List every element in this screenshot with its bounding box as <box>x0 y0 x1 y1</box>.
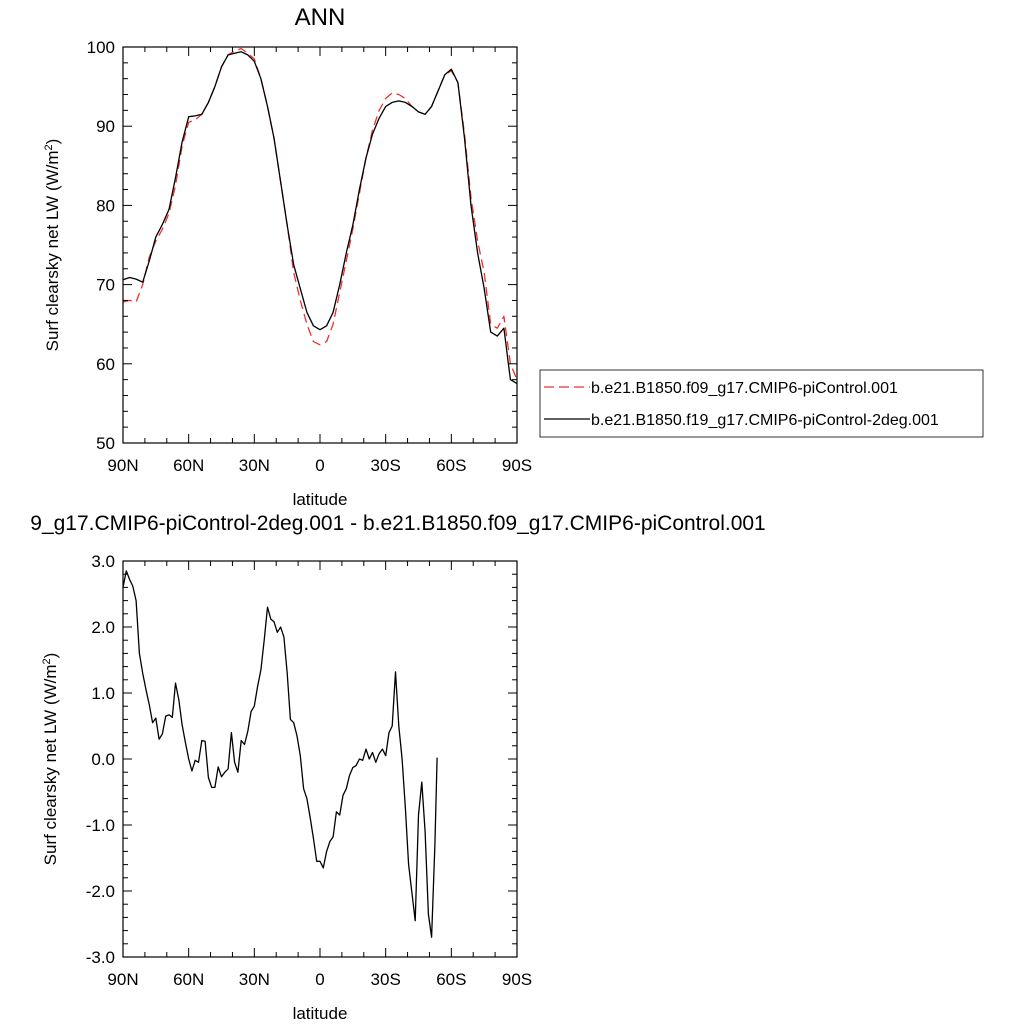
top-y-tick-label: 80 <box>96 196 115 215</box>
bottom-y-axis-label-sup: 2 <box>41 658 53 664</box>
top-x-tick-label: 60S <box>436 456 466 475</box>
top-x-tick-label: 0 <box>315 456 324 475</box>
top-y-axis-label-main: Surf clearsky net LW (W/m <box>43 150 62 351</box>
bottom-y-tick-label: 3.0 <box>91 552 115 571</box>
top-y-axis-label-sup: 2 <box>43 144 55 150</box>
bottom-plot-frame <box>122 560 518 958</box>
top-series-line-1 <box>122 51 518 385</box>
bottom-y-axis-label-close: ) <box>41 653 60 659</box>
top-x-tick-labels: 90N 60N 30N 0 30S 60S 90S <box>107 456 532 475</box>
top-panel: ANN 50 60 70 80 90 100 90N 60N 30N 0 30S 60S 90S la… <box>43 4 984 509</box>
top-y-tick-label: 100 <box>87 38 115 57</box>
top-y-axis-label-close: ) <box>43 139 62 145</box>
top-x-tick-label: 90S <box>502 456 532 475</box>
top-ticks-group <box>122 46 518 444</box>
bottom-y-axis-label-main: Surf clearsky net LW (W/m <box>41 664 60 865</box>
bottom-x-tick-label: 60N <box>173 970 204 989</box>
bottom-series-line-0 <box>122 570 438 938</box>
bottom-x-tick-label: 60S <box>436 970 466 989</box>
top-series-group <box>122 47 518 385</box>
legend-label-f09: b.e21.B1850.f09_g17.CMIP6-piControl.001 <box>591 380 898 397</box>
bottom-y-tick-label: -2.0 <box>86 882 115 901</box>
top-y-tick-labels: 50 60 70 80 90 100 <box>87 38 115 453</box>
bottom-title: 9_g17.CMIP6-piControl-2deg.001 - b.e21.B… <box>30 512 765 535</box>
bottom-x-tick-label: 30S <box>371 970 401 989</box>
bottom-y-tick-labels: -3.0 -2.0 -1.0 0.0 1.0 2.0 3.0 <box>86 552 115 967</box>
legend-label-f19: b.e21.B1850.f19_g17.CMIP6-piControl-2deg… <box>591 412 939 429</box>
bottom-panel: 9_g17.CMIP6-piControl-2deg.001 - b.e21.B… <box>30 512 765 1023</box>
top-series-line-0 <box>122 47 518 380</box>
bottom-x-tick-label: 90N <box>107 970 138 989</box>
top-x-tick-label: 30N <box>239 456 270 475</box>
top-y-tick-label: 60 <box>96 355 115 374</box>
bottom-series-group <box>122 570 438 938</box>
top-plot-frame <box>122 46 518 444</box>
top-x-axis-label: latitude <box>293 490 348 509</box>
top-x-tick-label: 90N <box>107 456 138 475</box>
bottom-y-tick-label: 2.0 <box>91 618 115 637</box>
bottom-y-tick-label: 1.0 <box>91 684 115 703</box>
legend-box <box>539 369 984 438</box>
top-y-tick-label: 50 <box>96 434 115 453</box>
bottom-y-tick-label: 0.0 <box>91 750 115 769</box>
top-y-tick-label: 90 <box>96 117 115 136</box>
bottom-y-tick-label: -3.0 <box>86 948 115 967</box>
top-x-tick-label: 60N <box>173 456 204 475</box>
bottom-ticks-group <box>122 560 518 958</box>
top-y-axis-label: Surf clearsky net LW (W/m2) <box>43 139 62 352</box>
bottom-x-axis-label: latitude <box>293 1004 348 1023</box>
bottom-x-tick-label: 30N <box>239 970 270 989</box>
bottom-x-tick-label: 90S <box>502 970 532 989</box>
top-y-tick-label: 70 <box>96 276 115 295</box>
legend: b.e21.B1850.f09_g17.CMIP6-piControl.001 … <box>539 369 984 438</box>
top-title: ANN <box>295 4 346 31</box>
top-x-tick-label: 30S <box>371 456 401 475</box>
bottom-x-tick-labels: 90N 60N 30N 0 30S 60S 90S <box>107 970 532 989</box>
bottom-y-axis-label: Surf clearsky net LW (W/m2) <box>41 653 60 866</box>
bottom-x-tick-label: 0 <box>315 970 324 989</box>
bottom-y-tick-label: -1.0 <box>86 816 115 835</box>
